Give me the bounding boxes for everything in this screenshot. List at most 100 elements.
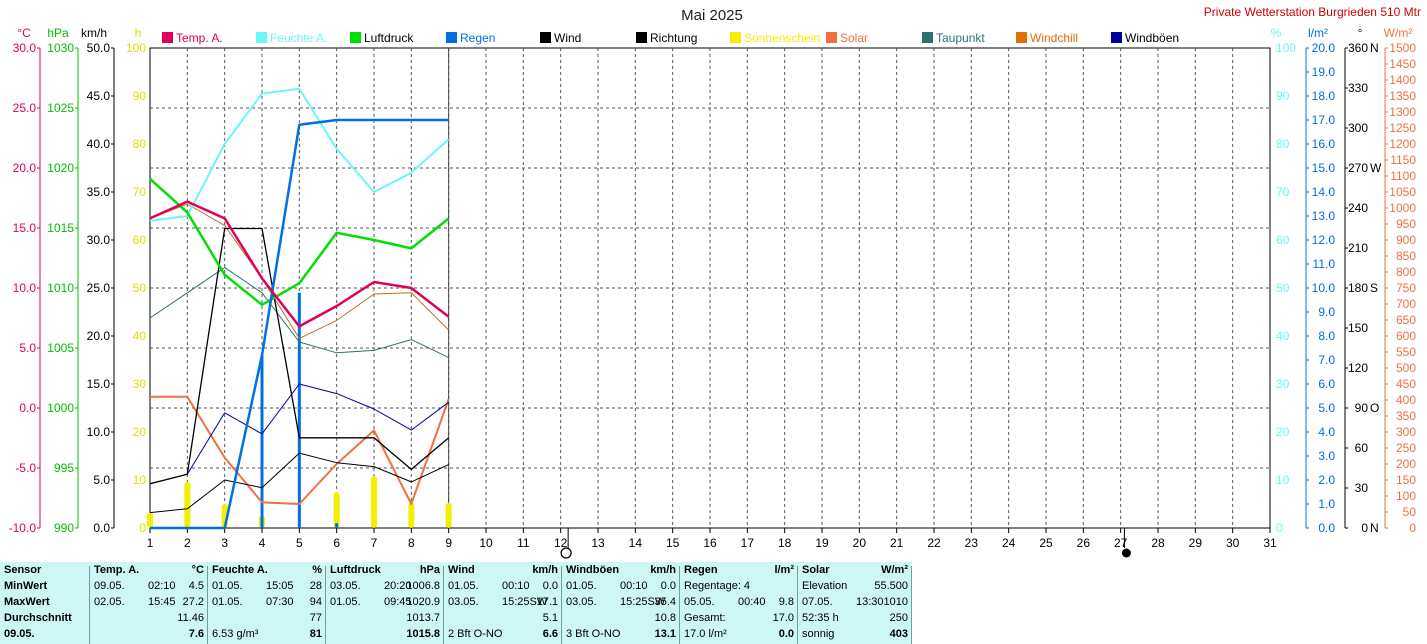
legend-label: Sonnenschein [744, 31, 820, 45]
right-axis-label: 450 [1396, 377, 1416, 391]
stats-row: Sensor [0, 562, 90, 578]
stats-row: 03.05. 20:20 1006.8 [326, 578, 444, 594]
left-axis-label: 100 [126, 41, 146, 55]
stats-row: 3 Bft O-NO 13.1 [562, 626, 680, 642]
min-time: 00:10 [620, 580, 648, 592]
left-axis-label: 5.0 [93, 473, 110, 487]
max-time: 13:30 [856, 596, 884, 608]
left-axis-label: -10.0 [9, 521, 37, 535]
legend-swatch [922, 32, 933, 43]
right-axes: %1009080706050403020100l/m²20.019.018.01… [1271, 26, 1417, 535]
stats-row: 01.05. 07:30 94 [208, 594, 326, 610]
legend-swatch [162, 32, 173, 43]
min-value: 1006.8 [406, 580, 440, 592]
legend-swatch [1111, 32, 1122, 43]
column-header: Feuchte A. [212, 564, 268, 576]
stats-row: 02.05. 15:45 27.2 [90, 594, 208, 610]
right-axis-label: 750 [1396, 281, 1416, 295]
stats-row: 03.05. 15:25SW 17.1 [444, 594, 562, 610]
right-axis-label: 1500 [1389, 41, 1416, 55]
sunshine-bar [408, 502, 415, 528]
min-time: 00:10 [502, 580, 530, 592]
rain-bar [335, 523, 339, 528]
right-axis-label: 600 [1396, 329, 1416, 343]
left-axis-label: 60 [133, 233, 147, 247]
today-value: 6.6 [542, 628, 558, 640]
x-tick-label: 14 [629, 536, 643, 550]
right-axis-label: 300 [1348, 121, 1368, 135]
today-extra: 2 Bft O-NO [448, 628, 503, 640]
column-header: Luftdruck [330, 564, 381, 576]
max-date: 07.05. [802, 596, 833, 608]
stats-background [0, 562, 912, 644]
stats-row: Wind km/h [444, 562, 562, 578]
right-axis-label: 500 [1396, 361, 1416, 375]
series-line-richtung [149, 227, 450, 485]
avg-value: 17.0 [772, 612, 794, 624]
column-header: Wind [448, 564, 475, 576]
x-tick-label: 20 [853, 536, 867, 550]
direction-letter: N [1370, 41, 1379, 55]
direction-letter: W [1370, 161, 1382, 175]
right-axis-label: 100 [1396, 489, 1416, 503]
left-axis-label: 50.0 [87, 41, 111, 55]
left-axis-label: 25.0 [13, 101, 37, 115]
min-value: 55.500 [874, 580, 908, 592]
stats-row: 5.1 [444, 610, 562, 626]
left-axes: °C30.025.020.015.010.05.00.0-5.0-10.0hPa… [9, 26, 147, 535]
stats-row: 01.05. 00:10 0.0 [562, 578, 680, 594]
stats-row: Gesamt: 17.0 [680, 610, 798, 626]
stats-col-solar: Solar W/m² Elevation 55.500 07.05. 13:30 1010 5… [798, 562, 912, 644]
series-line-temp-a- [149, 200, 450, 328]
right-axis-label: 17.0 [1312, 113, 1336, 127]
stats-row: 09.05. 02:10 4.5 [90, 578, 208, 594]
right-axis-label: 800 [1396, 265, 1416, 279]
series-line-solar [150, 395, 450, 505]
x-tick-label: 26 [1077, 536, 1091, 550]
right-axis-label: 850 [1396, 249, 1416, 263]
x-tick-label: 22 [927, 536, 941, 550]
min-value: 4.5 [188, 580, 204, 592]
legend: Temp. A. Feuchte A. Luftdruck Regen Wind Rich… [162, 31, 1179, 45]
right-axis-label: 1250 [1389, 121, 1416, 135]
right-axis-label: 1000 [1389, 201, 1416, 215]
left-axis-label: 25.0 [87, 281, 111, 295]
stats-row: 01.05. 00:10 0.0 [444, 578, 562, 594]
column-unit: W/m² [881, 564, 908, 576]
legend-label: Solar [840, 31, 868, 45]
rain-bar [260, 355, 264, 528]
stats-row: Windböen km/h [562, 562, 680, 578]
x-tick-label: 10 [479, 536, 493, 550]
column-separator [325, 566, 326, 644]
max-time: 09:45 [384, 596, 412, 608]
left-axis-label: 15.0 [13, 221, 37, 235]
column-separator [797, 566, 798, 644]
right-axis-label: 1100 [1390, 169, 1416, 183]
min-date: 01.05. [212, 580, 243, 592]
right-axis-label: 30 [1276, 377, 1290, 391]
left-axis-label: 30.0 [13, 41, 37, 55]
min-date: 01.05. [448, 580, 479, 592]
direction-letter: N [1370, 521, 1379, 535]
right-axis-label: 5.0 [1318, 401, 1335, 415]
today-extra: 17.0 l/m² [684, 628, 727, 640]
left-axis-label: 0.0 [93, 521, 110, 535]
left-axis-label: 1020 [47, 161, 74, 175]
row-label: MinWert [4, 580, 48, 592]
max-date: 02.05. [94, 596, 125, 608]
right-axis-label: 900 [1396, 233, 1416, 247]
x-tick-label: 9 [445, 536, 452, 550]
min-time: 20:20 [384, 580, 412, 592]
right-axis-label: 1350 [1389, 89, 1416, 103]
stats-empty-area [912, 562, 1427, 644]
stats-row: 1015.8 [326, 626, 444, 642]
legend-label: Feuchte A. [270, 31, 327, 45]
x-tick-label: 19 [815, 536, 829, 550]
left-axis-label: 20.0 [87, 329, 111, 343]
right-axis-label: 20.0 [1312, 41, 1336, 55]
right-axis-label: 8.0 [1318, 329, 1335, 343]
left-axis-label: 40 [133, 329, 147, 343]
min-time: 02:10 [148, 580, 176, 592]
legend-swatch [1016, 32, 1027, 43]
right-axis-unit: l/m² [1308, 26, 1328, 40]
